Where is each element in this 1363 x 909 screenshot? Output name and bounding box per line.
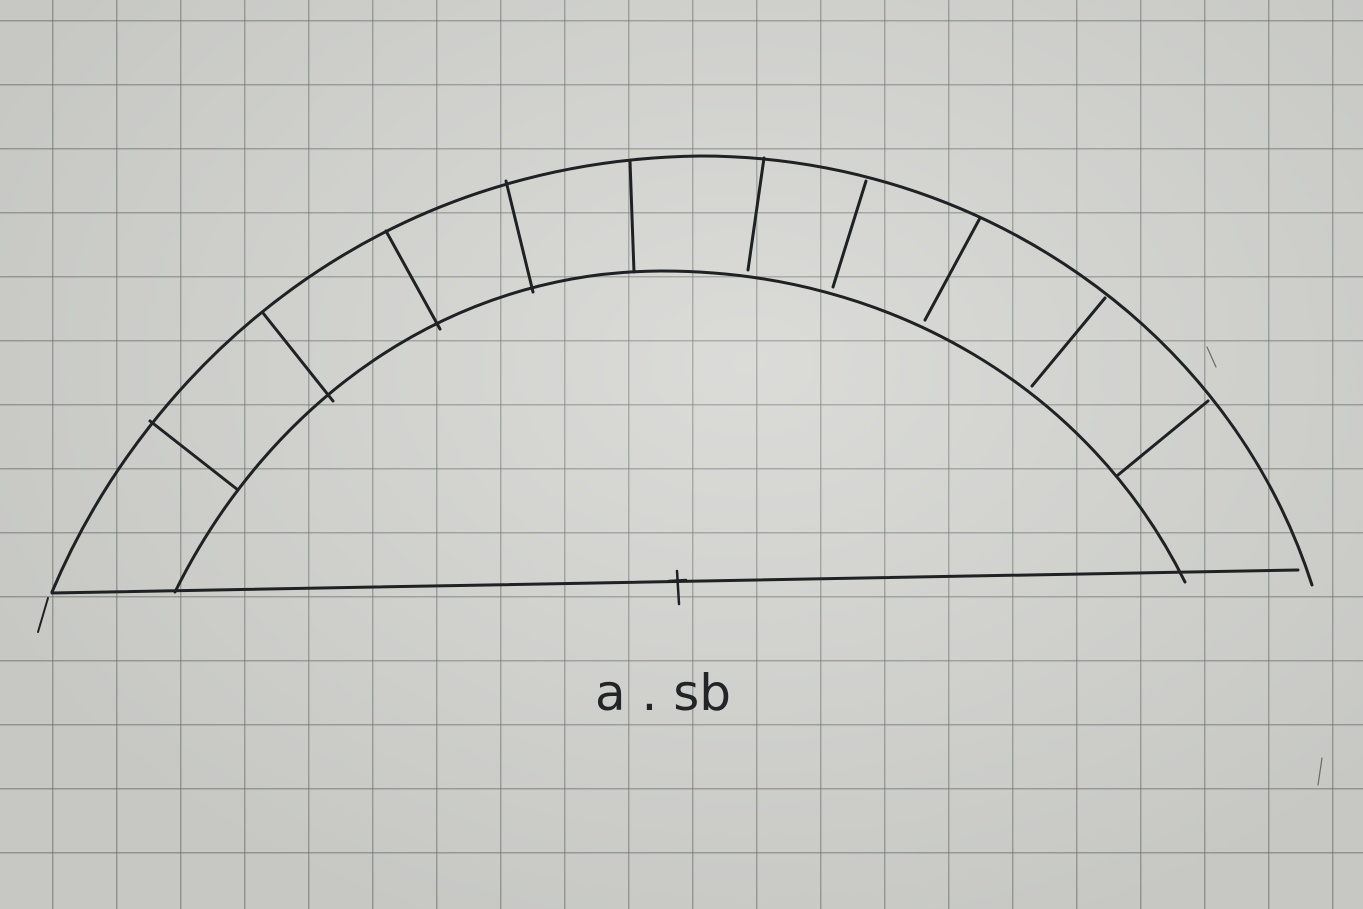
joint-line — [1030, 296, 1107, 388]
joint-line — [628, 159, 636, 274]
joint-line — [261, 311, 335, 403]
pencil-speck — [1206, 346, 1217, 368]
figure-caption: a . sb — [595, 664, 731, 722]
outer-arc — [50, 154, 1314, 594]
inner-arc — [173, 269, 1187, 594]
joint-line — [1116, 399, 1210, 477]
baseline-left-tail — [37, 597, 49, 633]
voussoir-joints — [148, 156, 1210, 492]
joint-line — [746, 156, 766, 272]
joint-line — [923, 216, 982, 322]
pencil-speck — [1317, 757, 1323, 786]
joint-line — [831, 179, 868, 289]
joint-line — [384, 229, 442, 331]
center-mark — [675, 569, 681, 606]
joint-line — [504, 179, 535, 294]
center-cross — [667, 578, 688, 583]
joint-line — [148, 419, 240, 492]
